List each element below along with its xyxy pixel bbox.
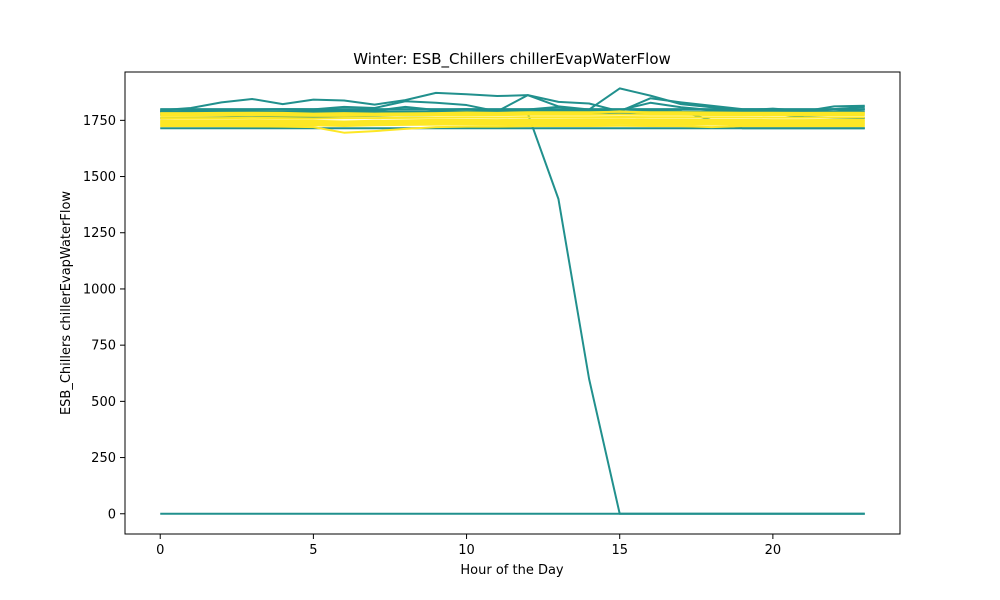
y-axis: 0 250 500 750 1000 1250 1500 1750 [83,114,125,522]
chart-title: Winter: ESB_Chillers chillerEvapWaterFlo… [353,50,671,69]
y-tick-label: 250 [91,451,116,466]
y-tick-label: 500 [91,395,116,410]
series-line-17 [160,124,865,134]
x-tick-label: 5 [309,543,317,558]
y-tick-label: 750 [91,339,116,354]
x-tick-label: 15 [611,543,628,558]
x-tick-label: 0 [156,543,164,558]
y-axis-title: ESB_Chillers chillerEvapWaterFlow [59,191,74,415]
series-line-16 [160,122,865,127]
series-line-18 [160,110,865,116]
series-layer [160,87,865,515]
y-tick-label: 1500 [83,170,116,185]
series-line-20 [160,121,865,126]
series-line-13 [160,115,865,120]
x-axis: 0 5 10 15 20 [156,534,781,558]
y-tick-label: 0 [108,507,116,522]
series-line-14 [160,118,865,123]
plot-frame [124,71,901,535]
series-line-19 [160,119,865,124]
series-line-12 [160,113,865,117]
x-tick-label: 20 [765,543,782,558]
y-tick-label: 1000 [83,282,116,297]
x-axis-title: Hour of the Day [460,563,564,578]
x-tick-label: 10 [458,543,475,558]
series-line-15 [160,120,865,125]
y-tick-label: 1750 [83,114,116,129]
y-tick-label: 1250 [83,226,116,241]
